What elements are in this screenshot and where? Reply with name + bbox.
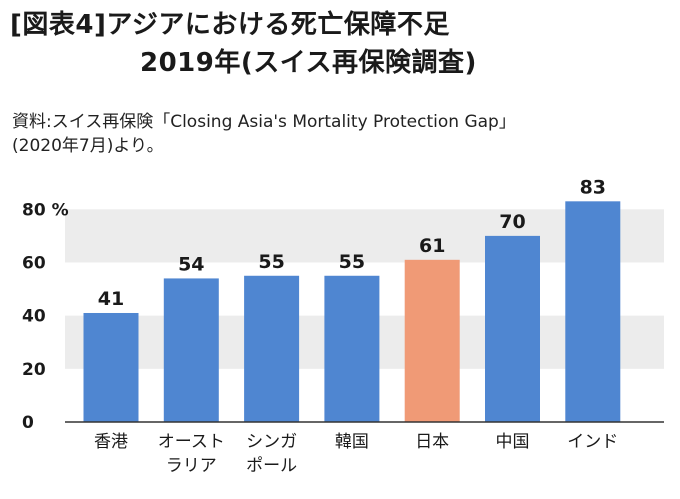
x-tick-label: ラリア: [166, 456, 217, 476]
bar: [244, 275, 300, 422]
x-tick-label: 日本: [415, 432, 449, 452]
value-label: 70: [499, 211, 525, 233]
bar: [485, 235, 540, 422]
y-tick-label: 60: [22, 253, 46, 273]
bar: [324, 275, 380, 422]
y-tick-label: 80 %: [22, 200, 69, 220]
bars: [83, 201, 621, 422]
bar: [83, 312, 139, 422]
bar: [404, 259, 460, 422]
value-label: 83: [580, 176, 606, 198]
value-label: 54: [178, 253, 204, 275]
chart-title: [図表4]アジアにおける死亡保障不足 2019年(スイス再保険調査): [10, 6, 530, 82]
value-label: 41: [98, 288, 124, 310]
source-note: 資料:スイス再保険「Closing Asia's Mortality Prote…: [12, 110, 672, 158]
x-tick-label: 香港: [94, 432, 128, 452]
x-tick-label: オースト: [158, 432, 225, 452]
y-tick-label: 40: [22, 307, 46, 327]
x-tick-label: シンガ: [246, 432, 297, 452]
value-label: 61: [419, 235, 445, 257]
source-line-1: 資料:スイス再保険「Closing Asia's Mortality Prote…: [12, 112, 516, 132]
x-tick-label: インド: [567, 432, 618, 452]
grid-band: [65, 209, 664, 263]
x-tick-label: 中国: [496, 432, 530, 452]
source-line-2: (2020年7月)より。: [12, 136, 164, 156]
value-label: 55: [339, 251, 365, 273]
bar: [565, 201, 621, 422]
title-line-1: [図表4]アジアにおける死亡保障不足: [10, 10, 450, 40]
value-label: 55: [258, 251, 284, 273]
bar: [163, 278, 219, 422]
y-tick-label: 0: [22, 413, 34, 433]
y-axis-ticks: 0 20 40 60 80 %: [22, 200, 69, 433]
x-tick-label: ポール: [246, 456, 297, 476]
value-labels: 41 54 55 55 61 70 83: [98, 176, 606, 310]
y-tick-label: 20: [22, 360, 46, 380]
x-tick-label: 韓国: [335, 432, 369, 452]
title-line-2: 2019年(スイス再保険調査): [140, 48, 477, 78]
